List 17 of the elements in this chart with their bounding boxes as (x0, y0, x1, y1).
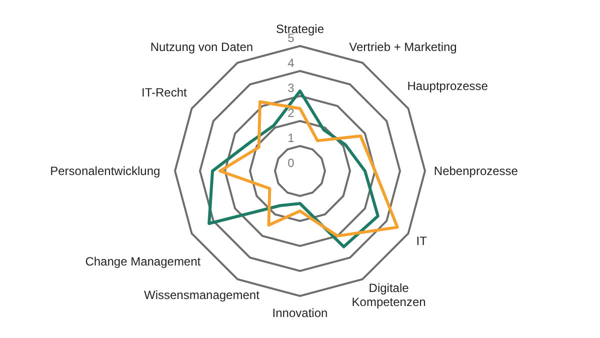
spoke-label: IT-Recht (142, 86, 188, 100)
spoke-label: Nutzung von Daten (150, 40, 254, 54)
y-tick-label: 4 (288, 56, 295, 70)
spoke-label: Strategie (276, 22, 324, 36)
y-tick-label: 2 (288, 106, 295, 120)
y-tick-label: 0 (288, 156, 295, 170)
y-tick-label: 1 (288, 131, 295, 145)
spoke-label: Digitale Kompetenzen (352, 280, 426, 309)
y-tick-label: 3 (288, 81, 295, 95)
spoke-label: Nebenprozesse (434, 164, 518, 178)
spoke-label: Change Management (85, 254, 202, 269)
spoke-label: Wissensmanagement (144, 288, 260, 302)
spoke-label: Innovation (272, 306, 328, 320)
spoke-label: Hauptprozesse (407, 78, 488, 93)
spoke-label: Vertrieb + Marketing (349, 40, 457, 54)
spoke-label: IT (416, 234, 428, 248)
spoke-label: Personalentwicklung (50, 164, 160, 178)
